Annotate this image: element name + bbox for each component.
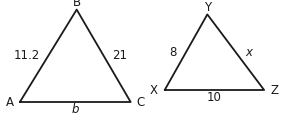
Text: 10: 10	[207, 91, 222, 104]
Text: x: x	[245, 46, 252, 59]
Text: 8: 8	[170, 46, 177, 59]
Text: C: C	[136, 96, 145, 109]
Text: b: b	[72, 103, 79, 116]
Text: 11.2: 11.2	[14, 49, 40, 62]
Text: B: B	[73, 0, 81, 9]
Text: A: A	[6, 96, 14, 109]
Text: 21: 21	[112, 49, 127, 62]
Text: X: X	[150, 84, 158, 96]
Text: Z: Z	[271, 84, 279, 96]
Text: Y: Y	[204, 1, 211, 14]
